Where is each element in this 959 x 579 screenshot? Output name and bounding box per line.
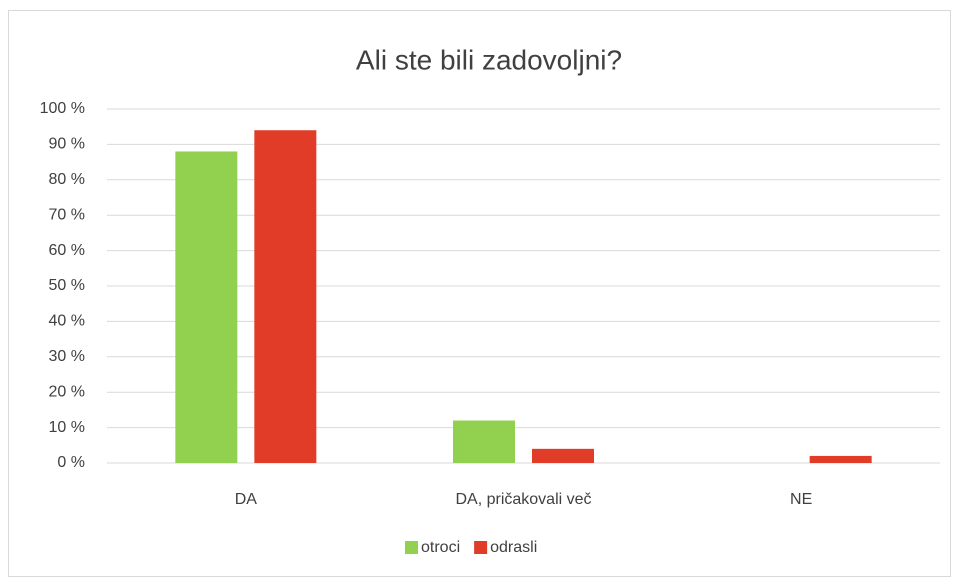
legend-swatch bbox=[474, 541, 488, 554]
x-tick-label: DA bbox=[235, 491, 258, 508]
bar bbox=[254, 130, 317, 464]
x-tick-label: NE bbox=[790, 491, 812, 508]
y-tick-label: 10 % bbox=[49, 419, 85, 436]
chart-title: Ali ste bili zadovoljni? bbox=[356, 44, 622, 75]
x-tick-label: DA, pričakovali več bbox=[455, 491, 591, 508]
y-tick-label: 50 % bbox=[49, 277, 85, 294]
bar bbox=[532, 448, 594, 463]
legend-label: otroci bbox=[421, 539, 460, 556]
y-tick-label: 30 % bbox=[49, 348, 85, 365]
bar bbox=[453, 420, 515, 463]
legend-label: odrasli bbox=[490, 539, 537, 556]
chart-border bbox=[8, 10, 951, 577]
y-tick-label: 60 % bbox=[49, 242, 85, 259]
y-tick-label: 0 % bbox=[57, 454, 85, 471]
legend-swatch bbox=[405, 541, 418, 554]
y-tick-label: 20 % bbox=[49, 383, 85, 400]
y-tick-label: 40 % bbox=[49, 313, 85, 330]
y-tick-label: 90 % bbox=[49, 136, 85, 153]
bar bbox=[175, 151, 238, 464]
y-tick-label: 70 % bbox=[49, 206, 85, 223]
y-tick-label: 100 % bbox=[40, 100, 85, 117]
bar bbox=[809, 455, 872, 463]
y-tick-label: 80 % bbox=[49, 171, 85, 188]
